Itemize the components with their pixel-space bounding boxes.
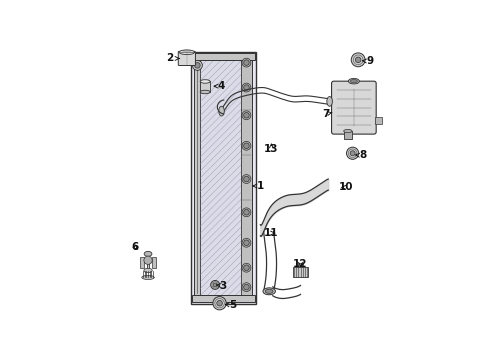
Text: 5: 5	[225, 300, 236, 310]
Circle shape	[243, 240, 249, 246]
Bar	[146, 254, 149, 270]
Text: 2: 2	[166, 53, 179, 63]
Circle shape	[243, 210, 249, 215]
Circle shape	[210, 280, 219, 289]
Text: 13: 13	[264, 144, 278, 153]
Text: 7: 7	[321, 109, 331, 119]
Ellipse shape	[350, 80, 357, 83]
Ellipse shape	[265, 289, 272, 293]
Text: 4: 4	[214, 81, 225, 91]
Ellipse shape	[218, 106, 224, 116]
Bar	[192, 53, 254, 60]
Ellipse shape	[343, 129, 351, 133]
Ellipse shape	[263, 288, 275, 295]
Ellipse shape	[326, 96, 332, 106]
Circle shape	[243, 176, 249, 182]
Circle shape	[243, 284, 249, 290]
Circle shape	[242, 263, 250, 272]
Circle shape	[212, 297, 226, 310]
Circle shape	[349, 151, 354, 156]
Text: 11: 11	[264, 228, 278, 238]
Bar	[241, 57, 251, 298]
Circle shape	[243, 60, 249, 66]
Circle shape	[213, 283, 217, 287]
Text: 9: 9	[362, 56, 373, 66]
Bar	[200, 60, 241, 296]
Text: 8: 8	[355, 150, 366, 161]
Circle shape	[243, 143, 249, 149]
Text: 6: 6	[131, 242, 139, 252]
Ellipse shape	[200, 90, 210, 94]
Text: 10: 10	[338, 183, 353, 192]
Circle shape	[242, 58, 250, 67]
Text: 3: 3	[216, 281, 226, 291]
Circle shape	[242, 111, 250, 120]
Bar	[298, 263, 302, 267]
Circle shape	[243, 265, 249, 270]
Ellipse shape	[200, 80, 210, 83]
Bar	[375, 117, 382, 124]
Circle shape	[143, 256, 152, 264]
Ellipse shape	[179, 50, 194, 55]
Bar	[140, 257, 144, 268]
Bar	[191, 51, 256, 304]
FancyBboxPatch shape	[331, 81, 375, 134]
Circle shape	[350, 53, 365, 67]
Circle shape	[194, 63, 200, 68]
Circle shape	[242, 283, 250, 292]
Ellipse shape	[144, 251, 152, 256]
Circle shape	[243, 85, 249, 90]
Circle shape	[216, 301, 222, 306]
FancyBboxPatch shape	[178, 51, 195, 66]
Ellipse shape	[142, 275, 154, 279]
Bar	[292, 267, 307, 277]
Bar	[152, 257, 156, 268]
Circle shape	[242, 141, 250, 150]
Ellipse shape	[347, 78, 359, 84]
Bar	[343, 131, 351, 139]
Text: 12: 12	[293, 258, 307, 269]
Circle shape	[242, 208, 250, 217]
Bar	[194, 60, 200, 296]
Circle shape	[242, 175, 250, 184]
Circle shape	[243, 112, 249, 118]
Ellipse shape	[143, 268, 152, 273]
Circle shape	[242, 83, 250, 92]
Bar	[192, 296, 254, 302]
Circle shape	[192, 60, 202, 70]
Bar	[200, 81, 210, 92]
Text: 1: 1	[252, 181, 264, 191]
Circle shape	[346, 147, 358, 159]
Circle shape	[242, 238, 250, 247]
Circle shape	[355, 57, 360, 63]
